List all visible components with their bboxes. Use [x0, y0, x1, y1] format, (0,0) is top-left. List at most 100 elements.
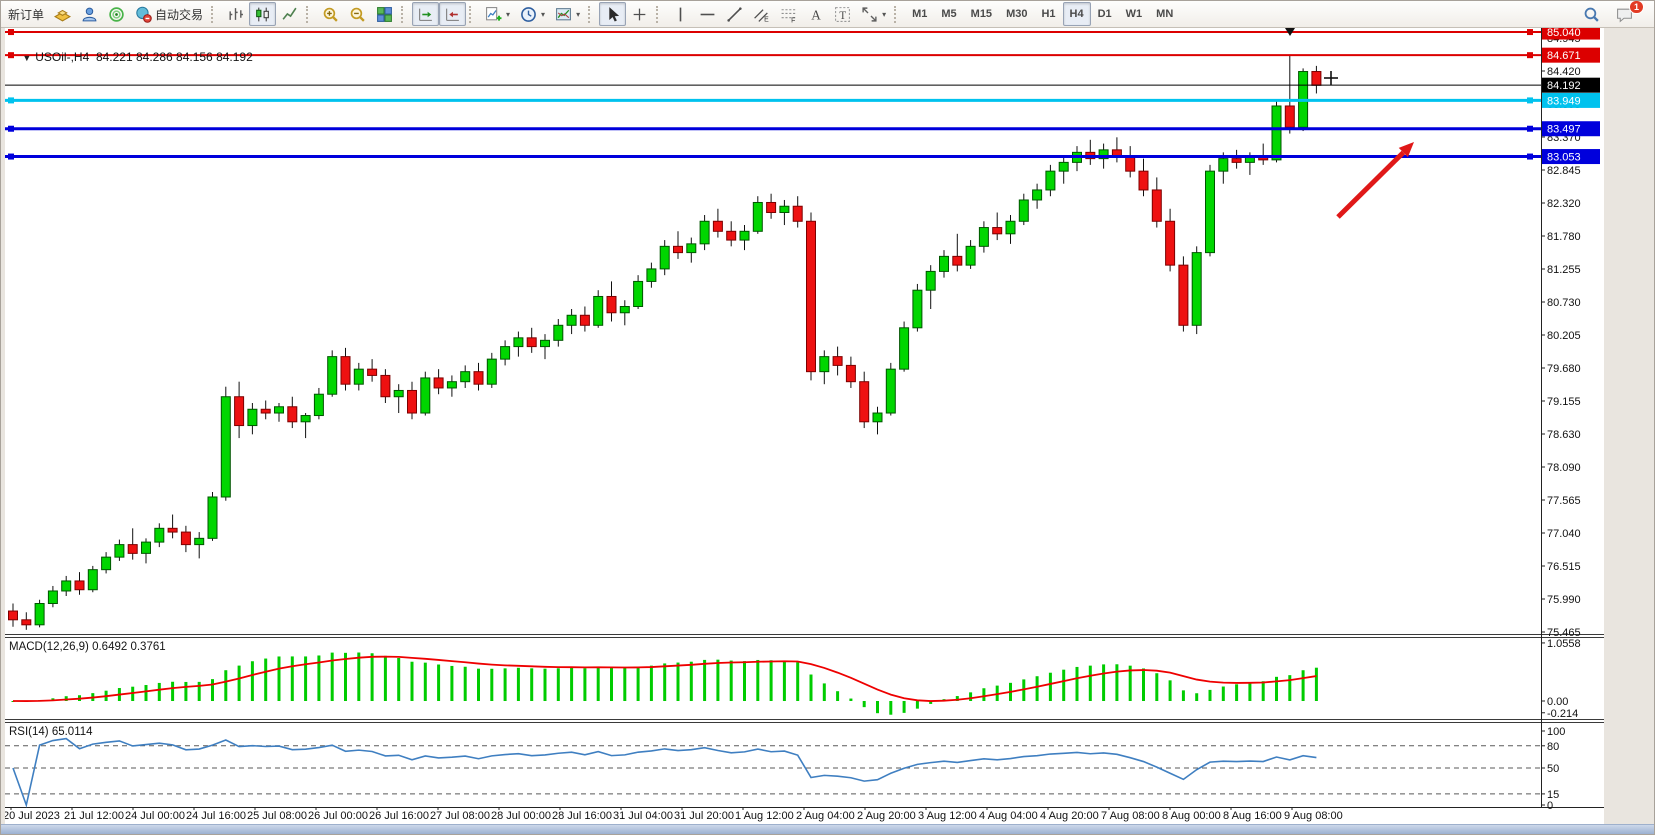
horizontal-line-button[interactable]: [694, 2, 721, 26]
symbol-period-label: USOil-,H4: [35, 50, 90, 64]
svg-text:15: 15: [1547, 789, 1559, 801]
broadcast-icon[interactable]: [103, 2, 130, 26]
svg-text:7 Aug 08:00: 7 Aug 08:00: [1101, 810, 1160, 822]
svg-text:3 Aug 12:00: 3 Aug 12:00: [918, 810, 977, 822]
svg-text:4 Aug 04:00: 4 Aug 04:00: [979, 810, 1038, 822]
svg-text:2 Aug 20:00: 2 Aug 20:00: [857, 810, 916, 822]
timeframe-m30-button[interactable]: M30: [1006, 8, 1028, 20]
svg-text:80.205: 80.205: [1547, 330, 1581, 342]
timeframe-m5-button[interactable]: M5: [941, 8, 957, 20]
horizontal-line-85.040[interactable]: 85.040: [5, 24, 1600, 40]
tile-windows-button[interactable]: [371, 2, 398, 26]
new-order-button[interactable]: 新订单: [8, 7, 45, 22]
svg-text:27 Jul 08:00: 27 Jul 08:00: [430, 810, 490, 822]
timeframe-h4-button[interactable]: H4: [1062, 2, 1091, 26]
last-bar-marker-icon: [1324, 71, 1338, 85]
equidistant-channel-button[interactable]: E: [748, 2, 775, 26]
svg-text:82.320: 82.320: [1547, 198, 1581, 210]
macd-signal-line: [12, 655, 1317, 702]
svg-text:2 Aug 04:00: 2 Aug 04:00: [796, 810, 855, 822]
svg-text:24 Jul 16:00: 24 Jul 16:00: [186, 810, 246, 822]
chevron-down-icon[interactable]: ▾: [506, 9, 511, 19]
svg-text:83.053: 83.053: [1547, 152, 1581, 164]
high-marker-icon: [1285, 28, 1295, 36]
chevron-down-icon[interactable]: ▾: [882, 9, 887, 19]
rsi-pane: 100 80 50 150: [5, 726, 1565, 812]
svg-text:31 Jul 20:00: 31 Jul 20:00: [674, 810, 734, 822]
candlestick-chart-button[interactable]: [249, 2, 277, 26]
svg-text:0.00: 0.00: [1547, 696, 1568, 708]
timeframe-d1-button[interactable]: D1: [1097, 8, 1112, 20]
text-button[interactable]: A: [802, 2, 829, 26]
timeframe-h1-button[interactable]: H1: [1041, 8, 1056, 20]
svg-text:4 Aug 20:00: 4 Aug 20:00: [1040, 810, 1099, 822]
toolbar-grip: [306, 5, 313, 23]
pane-splitter-2[interactable]: [1, 719, 1655, 723]
line-chart-button[interactable]: [276, 2, 303, 26]
autotrading-button[interactable]: 自动交易: [130, 2, 208, 26]
svg-text:78.630: 78.630: [1547, 429, 1581, 441]
arrow-annotation[interactable]: [1336, 142, 1414, 219]
horizontal-line-83.053[interactable]: 83.053: [5, 149, 1600, 165]
horizontal-line-83.949[interactable]: 83.949: [5, 92, 1600, 108]
svg-text:26 Jul 00:00: 26 Jul 00:00: [308, 810, 368, 822]
arrows-button[interactable]: ▾: [856, 2, 891, 26]
svg-text:100: 100: [1547, 726, 1565, 738]
timeframe-m15-button[interactable]: M15: [970, 8, 993, 20]
timeframe-m1-button[interactable]: M1: [912, 8, 928, 20]
fibonacci-button[interactable]: F: [775, 2, 802, 26]
toolbar-grip: [469, 5, 476, 23]
zoom-in-button[interactable]: [317, 2, 344, 26]
horizontal-line-83.497[interactable]: 83.497: [5, 121, 1600, 137]
rsi-line: [12, 737, 1317, 808]
chevron-down-icon[interactable]: ▾: [541, 9, 546, 19]
chevron-down-icon[interactable]: ▾: [576, 9, 581, 19]
trendline-button[interactable]: [721, 2, 748, 26]
cursor-button[interactable]: [599, 2, 627, 26]
svg-text:77.565: 77.565: [1547, 495, 1581, 507]
bid-price-line: 84.192: [5, 77, 1600, 93]
timeframe-w1-button[interactable]: W1: [1125, 8, 1143, 20]
pane-splitter-1[interactable]: [1, 634, 1655, 638]
price-badge: [1542, 121, 1600, 137]
notification-badge: 1: [1628, 1, 1644, 14]
toolbar-grip: [401, 5, 408, 23]
svg-text:21 Jul 12:00: 21 Jul 12:00: [64, 810, 124, 822]
crosshair-button[interactable]: [626, 2, 653, 26]
rsi-indicator-label: RSI(14) 65.0114: [9, 726, 93, 738]
svg-text:80: 80: [1547, 741, 1559, 753]
svg-text:83.497: 83.497: [1547, 124, 1581, 136]
templates-button[interactable]: ▾: [550, 2, 585, 26]
marketwatch-icon[interactable]: [49, 2, 76, 26]
price-badge: [1542, 92, 1600, 108]
one-click-trading-toggle[interactable]: ▼: [22, 53, 32, 63]
macd-indicator-label: MACD(12,26,9) 0.6492 0.3761: [9, 641, 166, 653]
text-label-button[interactable]: T: [829, 2, 856, 26]
search-button[interactable]: [1578, 2, 1605, 26]
svg-text:84.192: 84.192: [1547, 80, 1581, 92]
svg-text:T: T: [839, 9, 846, 21]
timeframe-mn-button[interactable]: MN: [1156, 8, 1174, 20]
profile-icon[interactable]: [76, 2, 103, 26]
horizontal-line-84.671[interactable]: 84.671: [5, 47, 1600, 63]
indicators-button[interactable]: ▾: [480, 2, 515, 26]
ohlc-readout: 84.221 84.286 84.156 84.192: [95, 50, 253, 64]
chart-shift-button[interactable]: [439, 2, 467, 26]
vertical-line-button[interactable]: [667, 2, 694, 26]
autoscroll-button[interactable]: [412, 2, 440, 26]
svg-text:24 Jul 00:00: 24 Jul 00:00: [125, 810, 185, 822]
toolbar-grip: [588, 5, 595, 23]
svg-text:79.155: 79.155: [1547, 396, 1581, 408]
price-badge: [1542, 24, 1600, 40]
svg-text:78.090: 78.090: [1547, 462, 1581, 474]
zoom-out-button[interactable]: [344, 2, 371, 26]
time-axis[interactable]: 20 Jul 2023 21 Jul 12:00 24 Jul 00:00 24 Ju…: [3, 807, 1343, 822]
svg-text:28 Jul 00:00: 28 Jul 00:00: [491, 810, 551, 822]
svg-text:77.040: 77.040: [1547, 528, 1581, 540]
periods-button[interactable]: ▾: [515, 2, 550, 26]
bar-chart-button[interactable]: [222, 2, 249, 26]
notifications-button[interactable]: 1: [1611, 1, 1644, 26]
svg-text:75.990: 75.990: [1547, 594, 1581, 606]
